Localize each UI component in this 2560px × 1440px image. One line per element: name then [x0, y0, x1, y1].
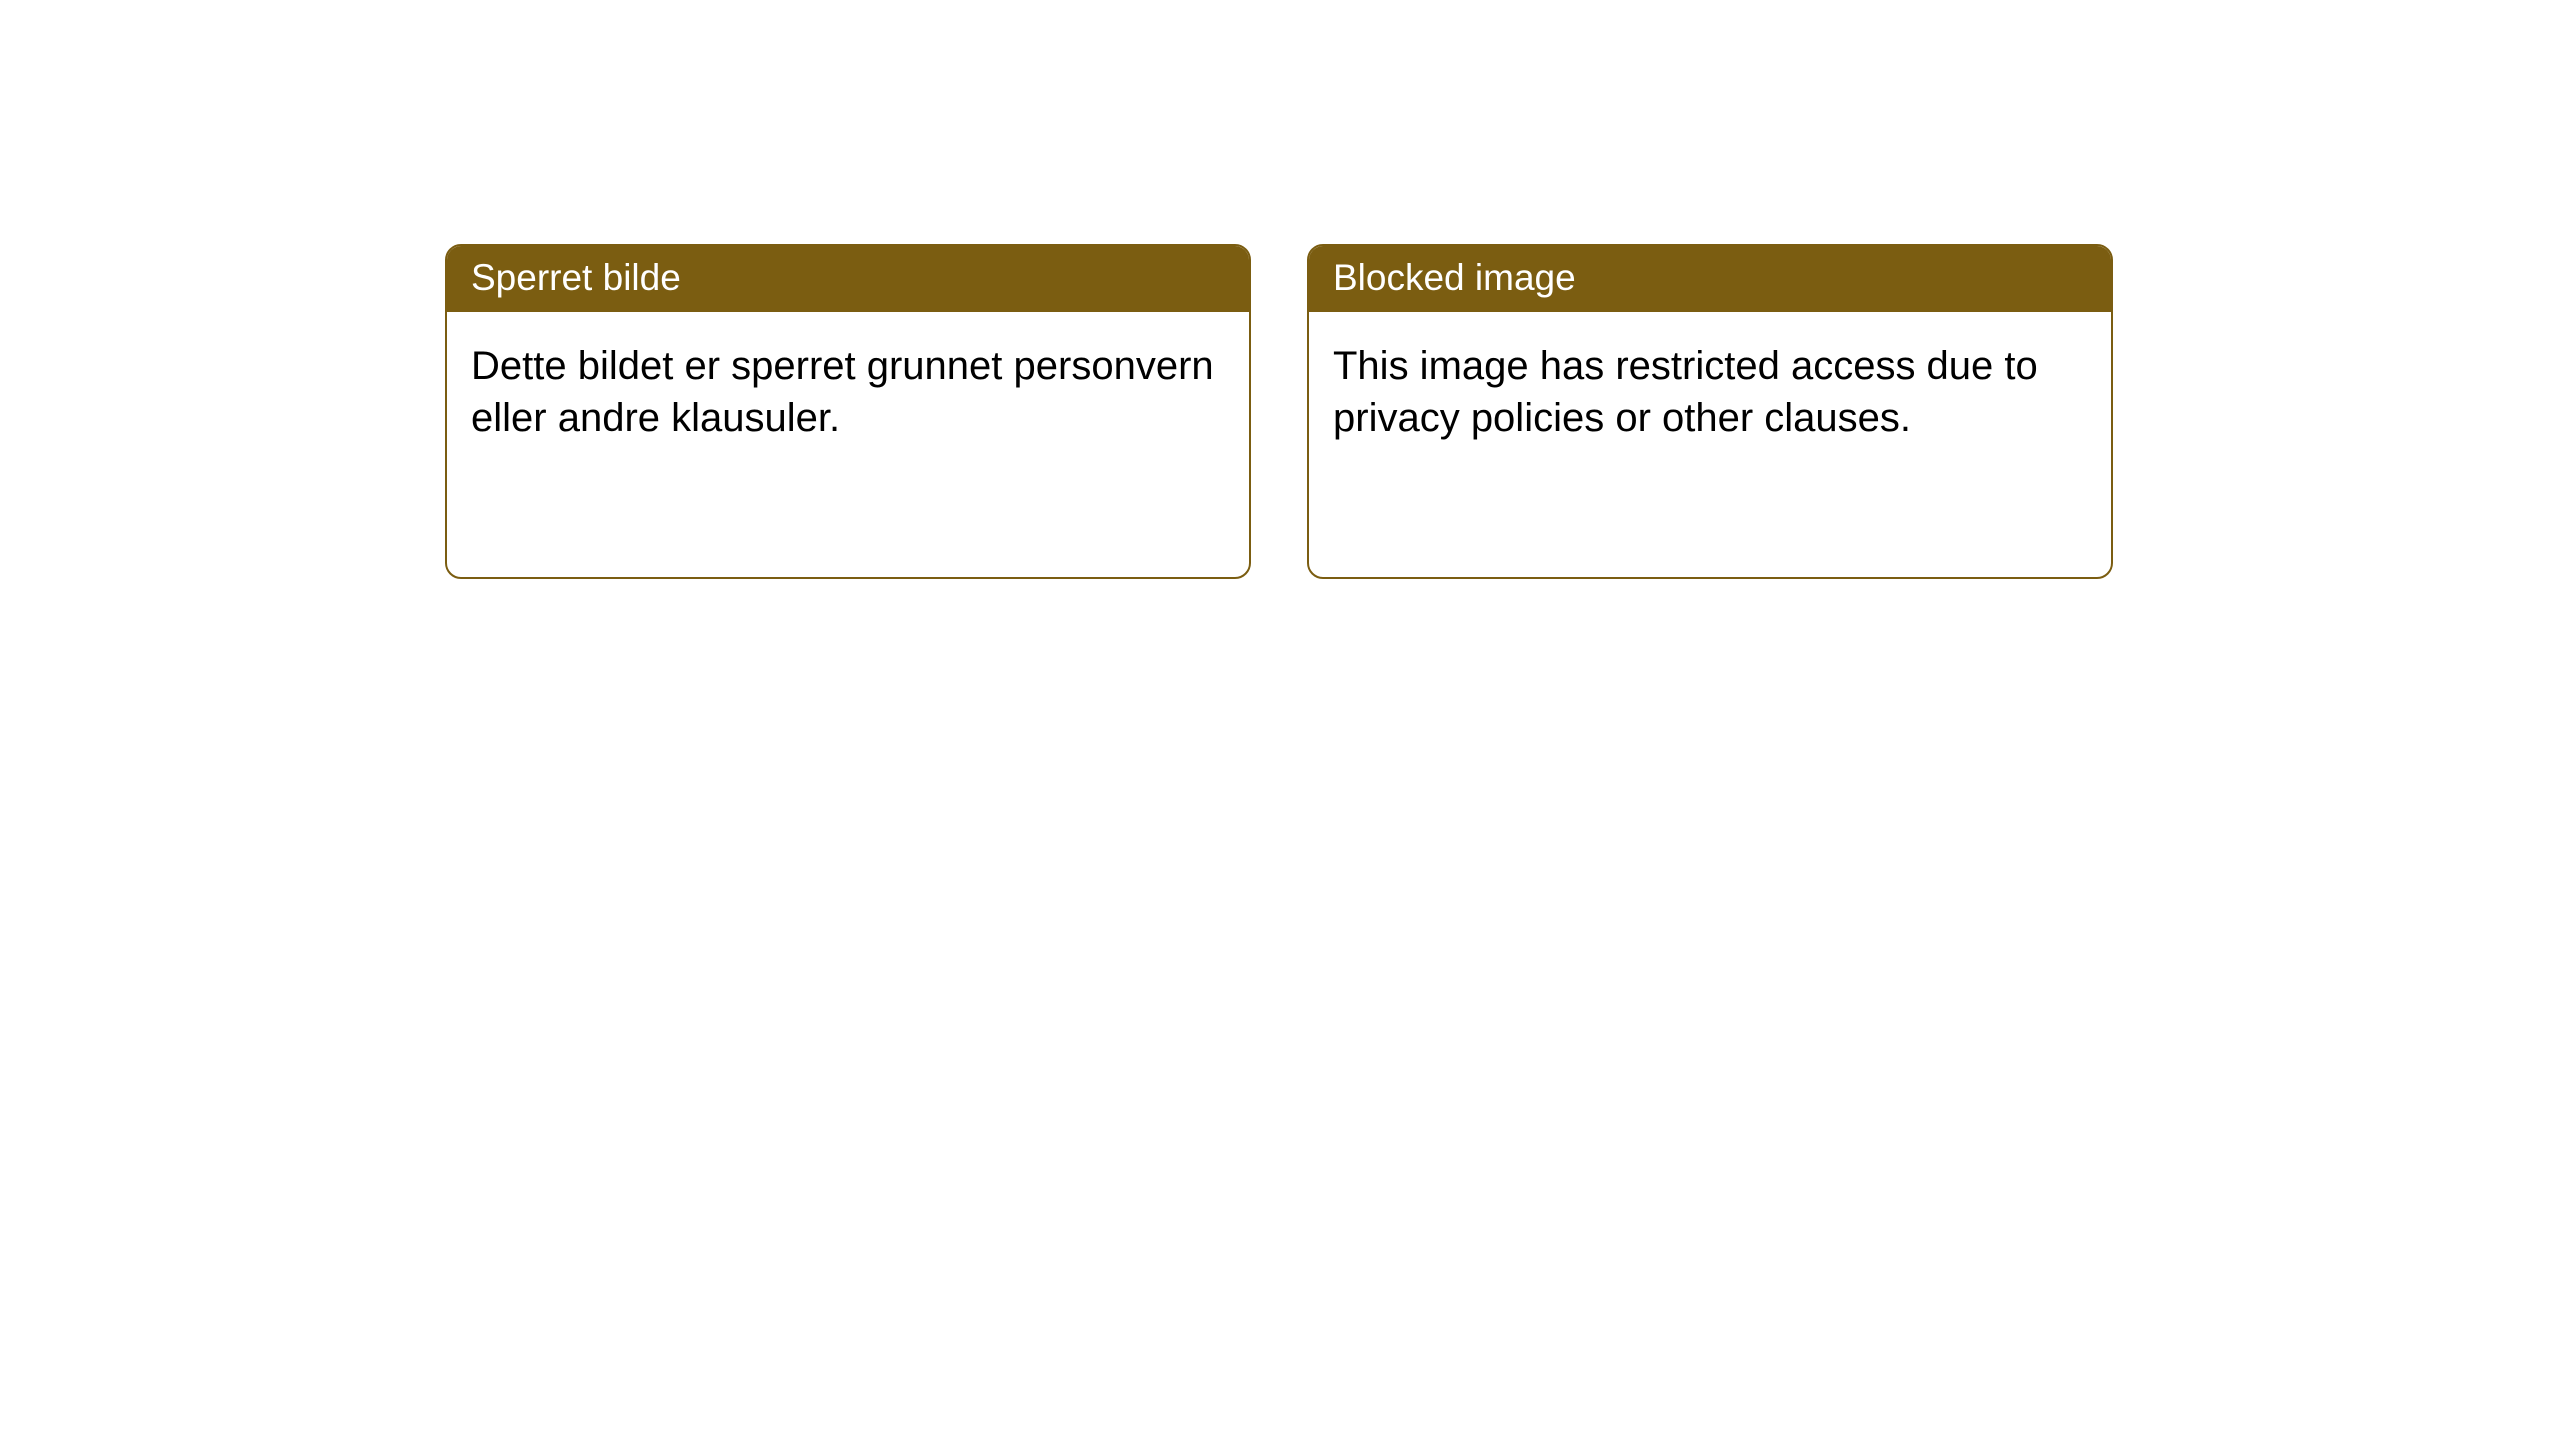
notice-header-no: Sperret bilde	[447, 246, 1249, 312]
notice-body-no: Dette bildet er sperret grunnet personve…	[447, 312, 1249, 472]
notice-container: Sperret bilde Dette bildet er sperret gr…	[0, 0, 2560, 579]
notice-header-en: Blocked image	[1309, 246, 2111, 312]
notice-body-en: This image has restricted access due to …	[1309, 312, 2111, 472]
notice-card-en: Blocked image This image has restricted …	[1307, 244, 2113, 579]
notice-card-no: Sperret bilde Dette bildet er sperret gr…	[445, 244, 1251, 579]
